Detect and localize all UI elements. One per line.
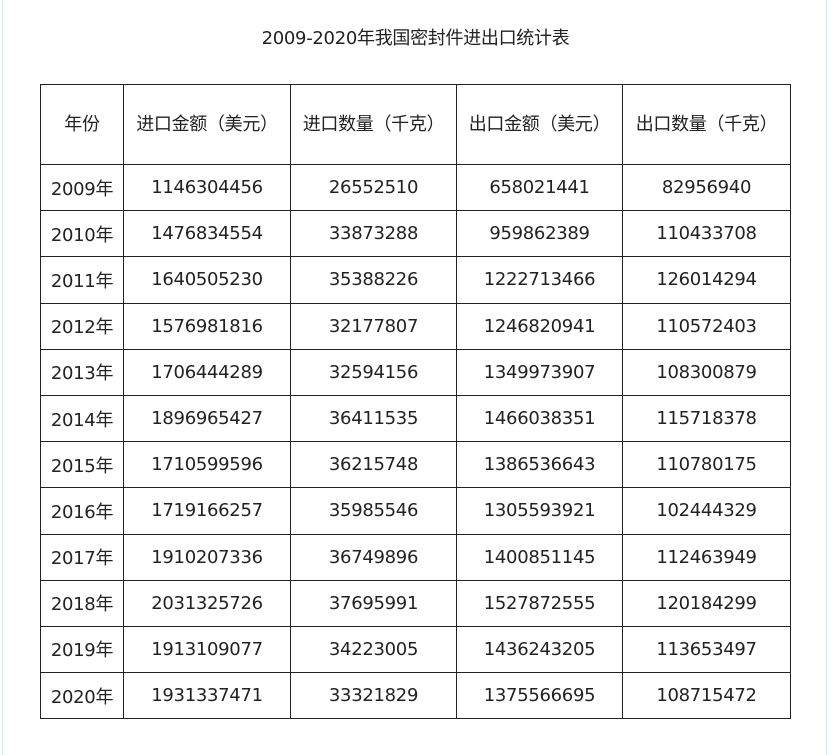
table-row: 2009年 1146304456 26552510 658021441 82956940 [40,163,791,212]
value-cell: 1896965427 [123,394,291,443]
column-header: 进口数量（千克） [290,84,457,165]
column-header: 进口金额（美元） [123,84,291,165]
value-cell: 959862389 [456,210,623,258]
value-cell: 32177807 [290,302,457,350]
value-cell: 2031325726 [123,579,291,627]
value-cell: 110433708 [622,210,791,258]
value-cell: 1400851145 [456,533,623,581]
value-cell: 1913109077 [123,625,291,674]
value-cell: 26552510 [290,163,457,212]
year-cell: 2010年 [40,210,124,258]
value-cell: 36749896 [290,533,457,581]
year-cell: 2012年 [40,302,124,350]
value-cell: 1466038351 [456,394,623,443]
table-row: 2020年 1931337471 33321829 1375566695 1087154… [40,672,791,720]
value-cell: 1246820941 [456,302,623,350]
value-cell: 1640505230 [123,256,291,304]
year-cell: 2011年 [40,256,124,304]
value-cell: 35388226 [290,256,457,304]
value-cell: 1476834554 [123,210,291,258]
table-row: 2019年 1913109077 34223005 1436243205 1136534… [40,625,791,674]
value-cell: 1710599596 [123,441,291,489]
value-cell: 1527872555 [456,579,623,627]
value-cell: 32594156 [290,348,457,396]
table-row: 2011年 1640505230 35388226 1222713466 1260142… [40,256,791,304]
table-row: 2010年 1476834554 33873288 959862389 11043370… [40,210,791,258]
value-cell: 113653497 [622,625,791,674]
year-cell: 2018年 [40,579,124,627]
table-row: 2017年 1910207336 36749896 1400851145 1124639… [40,533,791,581]
year-cell: 2015年 [40,441,124,489]
value-cell: 102444329 [622,487,791,535]
value-cell: 1436243205 [456,625,623,674]
value-cell: 1931337471 [123,672,291,720]
value-cell: 1146304456 [123,163,291,212]
value-cell: 1576981816 [123,302,291,350]
table-title: 2009-2020年我国密封件进出口统计表 [261,28,570,49]
data-table: 年份 进口金额（美元） 进口数量（千克） 出口金额（美元） 出口数量（千克） 2009年… [40,84,791,720]
table-row: 2018年 2031325726 37695991 1527872555 1201842… [40,579,791,627]
year-cell: 2017年 [40,533,124,581]
value-cell: 35985546 [290,487,457,535]
year-cell: 2009年 [40,163,124,212]
year-cell: 2014年 [40,394,124,443]
header-row: 年份 进口金额（美元） 进口数量（千克） 出口金额（美元） 出口数量（千克） [40,84,791,165]
value-cell: 112463949 [622,533,791,581]
value-cell: 108715472 [622,672,791,720]
value-cell: 1719166257 [123,487,291,535]
year-cell: 2020年 [40,672,124,720]
table-row: 2014年 1896965427 36411535 1466038351 1157183… [40,394,791,443]
value-cell: 1349973907 [456,348,623,396]
year-cell: 2016年 [40,487,124,535]
value-cell: 1222713466 [456,256,623,304]
value-cell: 1375566695 [456,672,623,720]
value-cell: 110780175 [622,441,791,489]
value-cell: 1910207336 [123,533,291,581]
value-cell: 33321829 [290,672,457,720]
value-cell: 37695991 [290,579,457,627]
table-row: 2016年 1719166257 35985546 1305593921 1024443… [40,487,791,535]
table-row: 2013年 1706444289 32594156 1349973907 1083008… [40,348,791,396]
year-cell: 2019年 [40,625,124,674]
value-cell: 110572403 [622,302,791,350]
table-row: 2012年 1576981816 32177807 1246820941 1105724… [40,302,791,350]
value-cell: 126014294 [622,256,791,304]
table-row: 2015年 1710599596 36215748 1386536643 1107801… [40,441,791,489]
value-cell: 1706444289 [123,348,291,396]
value-cell: 1305593921 [456,487,623,535]
value-cell: 115718378 [622,394,791,443]
column-header: 出口金额（美元） [456,84,623,165]
value-cell: 82956940 [622,163,791,212]
column-header: 出口数量（千克） [622,84,791,165]
column-header: 年份 [40,84,124,165]
value-cell: 1386536643 [456,441,623,489]
value-cell: 36411535 [290,394,457,443]
year-cell: 2013年 [40,348,124,396]
value-cell: 33873288 [290,210,457,258]
value-cell: 108300879 [622,348,791,396]
value-cell: 34223005 [290,625,457,674]
value-cell: 36215748 [290,441,457,489]
value-cell: 658021441 [456,163,623,212]
value-cell: 120184299 [622,579,791,627]
